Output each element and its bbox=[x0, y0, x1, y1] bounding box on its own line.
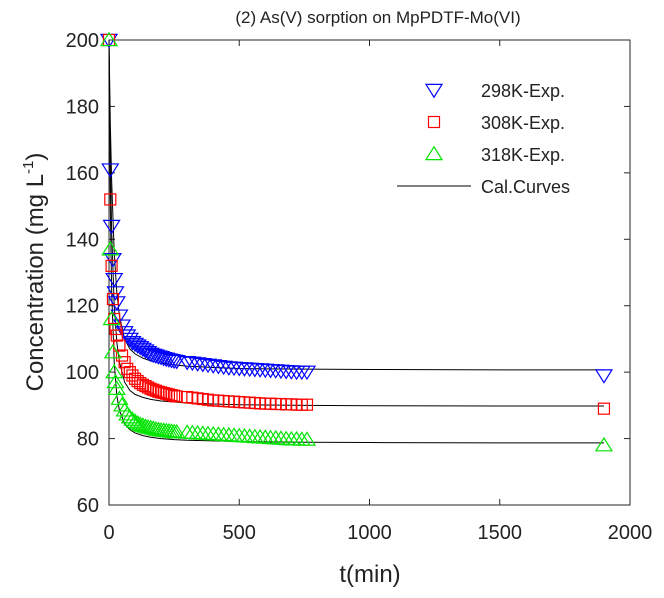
chart-title: (2) As(V) sorption on MpPDTF-Mo(VI) bbox=[235, 8, 520, 27]
axis-ticks: 0 500 1000 1500 2000 60 80 100 120 140 160 180 200 bbox=[66, 30, 653, 544]
legend-marker bbox=[424, 145, 444, 161]
data-point bbox=[297, 431, 317, 446]
data-point bbox=[204, 359, 223, 374]
data-point bbox=[109, 322, 122, 336]
legend-items: 298K-Exp. 308K-Exp. 318K-Exp. Cal.Curves bbox=[397, 81, 570, 197]
data-point bbox=[168, 389, 181, 402]
data-point bbox=[594, 369, 614, 384]
y-tick-label: 120 bbox=[66, 296, 99, 318]
y-axis-label-close: ) bbox=[22, 153, 49, 161]
data-point bbox=[162, 353, 181, 369]
data-point bbox=[99, 31, 119, 47]
data-point bbox=[159, 353, 178, 368]
data-point bbox=[154, 351, 173, 367]
legend: 298K-Exp. 308K-Exp. 318K-Exp. Cal.Curves bbox=[397, 81, 570, 197]
data-point bbox=[167, 354, 186, 370]
data-point bbox=[106, 292, 120, 306]
data-point bbox=[188, 357, 207, 372]
data-point bbox=[594, 436, 614, 452]
data-point bbox=[101, 163, 120, 178]
y-tick-label: 200 bbox=[66, 30, 99, 52]
legend-label: 318K-Exp. bbox=[481, 145, 565, 165]
data-point bbox=[209, 359, 228, 375]
data-point bbox=[125, 413, 145, 428]
data-point bbox=[110, 309, 129, 325]
y-tick-label: 100 bbox=[66, 362, 99, 384]
data-point bbox=[167, 423, 186, 439]
data-point bbox=[101, 240, 120, 256]
data-markers bbox=[99, 31, 614, 452]
data-point bbox=[110, 329, 123, 342]
data-point bbox=[178, 355, 197, 371]
y-tick-label: 140 bbox=[66, 229, 99, 251]
data-point bbox=[107, 380, 126, 395]
x-tick-label: 1000 bbox=[347, 522, 392, 544]
legend-label: 298K-Exp. bbox=[481, 81, 565, 101]
data-point bbox=[106, 373, 125, 389]
y-tick-label: 80 bbox=[77, 429, 99, 451]
data-point bbox=[138, 418, 158, 434]
data-point bbox=[198, 358, 218, 374]
data-point bbox=[128, 414, 147, 430]
data-point bbox=[141, 419, 160, 435]
x-tick-label: 500 bbox=[223, 522, 256, 544]
legend-label: Cal.Curves bbox=[481, 177, 570, 197]
data-point bbox=[193, 357, 212, 373]
data-point bbox=[102, 219, 121, 235]
plot-frame bbox=[108, 39, 631, 506]
y-axis-label: Concentration (mg L-1) bbox=[20, 153, 49, 392]
legend-marker bbox=[427, 115, 441, 129]
data-point bbox=[102, 310, 121, 326]
x-tick-label: 0 bbox=[103, 522, 114, 544]
x-tick-label: 2000 bbox=[608, 522, 653, 544]
data-point bbox=[105, 259, 118, 272]
data-point bbox=[214, 360, 233, 376]
data-point bbox=[297, 365, 317, 381]
data-point bbox=[183, 356, 202, 372]
y-axis-label-main: Concentration (mg L bbox=[22, 174, 49, 391]
data-point bbox=[107, 296, 126, 311]
y-tick-label: 180 bbox=[66, 96, 99, 118]
data-point bbox=[133, 417, 152, 432]
legend-marker bbox=[424, 83, 444, 99]
x-axis-label: t(min) bbox=[339, 561, 400, 588]
data-point bbox=[104, 193, 117, 206]
data-point bbox=[157, 352, 176, 368]
data-point bbox=[115, 349, 129, 362]
y-tick-label: 160 bbox=[66, 163, 99, 185]
data-point bbox=[131, 416, 150, 431]
data-point bbox=[103, 343, 122, 359]
data-point bbox=[110, 390, 129, 405]
y-axis-label-sup: -1 bbox=[20, 161, 37, 174]
x-tick-label: 1500 bbox=[478, 522, 523, 544]
y-tick-label: 60 bbox=[77, 495, 99, 517]
data-point bbox=[136, 418, 155, 433]
data-point bbox=[105, 272, 124, 288]
data-point bbox=[597, 402, 611, 415]
data-point bbox=[144, 420, 163, 435]
legend-label: 308K-Exp. bbox=[481, 113, 565, 133]
data-point bbox=[300, 398, 314, 411]
